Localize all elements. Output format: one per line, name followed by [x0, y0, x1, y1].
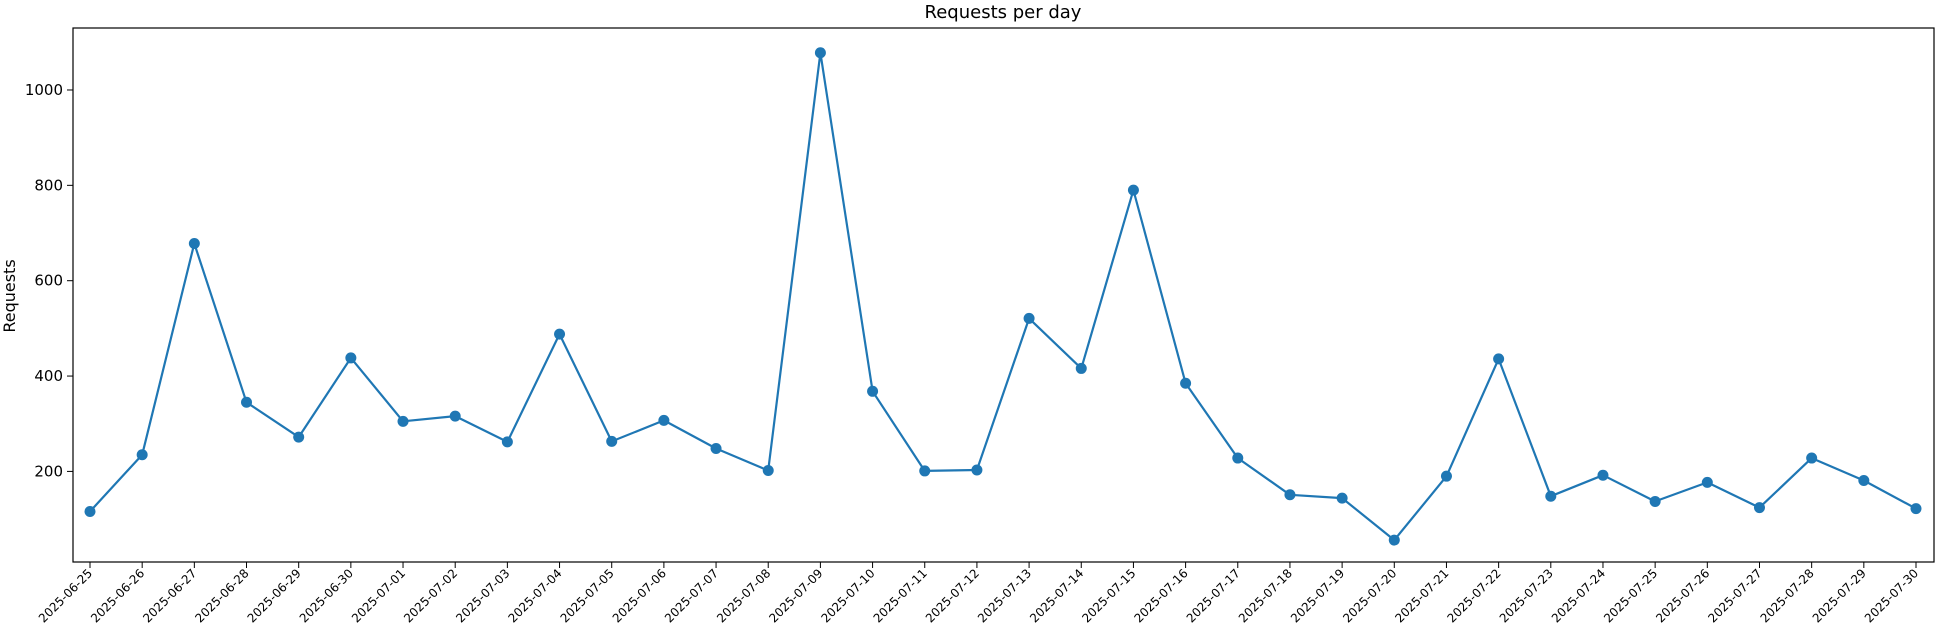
data-point — [554, 328, 566, 340]
data-point — [1127, 184, 1139, 196]
data-point — [1023, 312, 1035, 324]
chart-title: Requests per day — [925, 2, 1082, 23]
data-point — [501, 436, 513, 448]
y-tick-label: 400 — [34, 367, 63, 385]
data-point — [1284, 489, 1296, 501]
plot-frame — [72, 27, 1935, 563]
data-point — [188, 238, 200, 250]
data-point — [919, 465, 931, 477]
data-point — [1232, 452, 1244, 464]
data-point — [84, 505, 96, 517]
data-point — [1493, 353, 1505, 365]
data-point — [1701, 476, 1713, 488]
data-point — [397, 415, 409, 427]
data-point — [293, 431, 305, 443]
data-point — [136, 449, 148, 461]
y-axis-label: Requests — [0, 259, 19, 332]
data-point — [1649, 495, 1661, 507]
data-point — [762, 464, 774, 476]
y-tick-label: 600 — [34, 272, 63, 290]
series-line — [89, 51, 1917, 542]
data-point — [710, 443, 722, 455]
data-point — [449, 410, 461, 422]
data-point — [1806, 452, 1818, 464]
data-point — [1336, 492, 1348, 504]
data-point — [814, 47, 826, 59]
data-point — [867, 385, 879, 397]
data-point — [1753, 502, 1765, 514]
y-axis-ticks: 200 400 600 800 1000 — [25, 81, 73, 480]
y-tick-label: 1000 — [25, 81, 63, 99]
data-point — [1180, 377, 1192, 389]
data-point — [1545, 490, 1557, 502]
data-point — [658, 414, 670, 426]
data-point — [1388, 534, 1400, 546]
data-point — [1858, 474, 1870, 486]
data-point — [971, 464, 983, 476]
data-point — [345, 352, 357, 364]
data-point — [606, 435, 618, 447]
data-point — [241, 396, 253, 408]
y-tick-label: 800 — [34, 176, 63, 194]
series-group — [84, 47, 1922, 546]
data-point — [1440, 470, 1452, 482]
data-point — [1910, 503, 1922, 515]
data-point — [1075, 362, 1087, 374]
y-tick-label: 200 — [34, 462, 63, 480]
data-point — [1597, 469, 1609, 481]
